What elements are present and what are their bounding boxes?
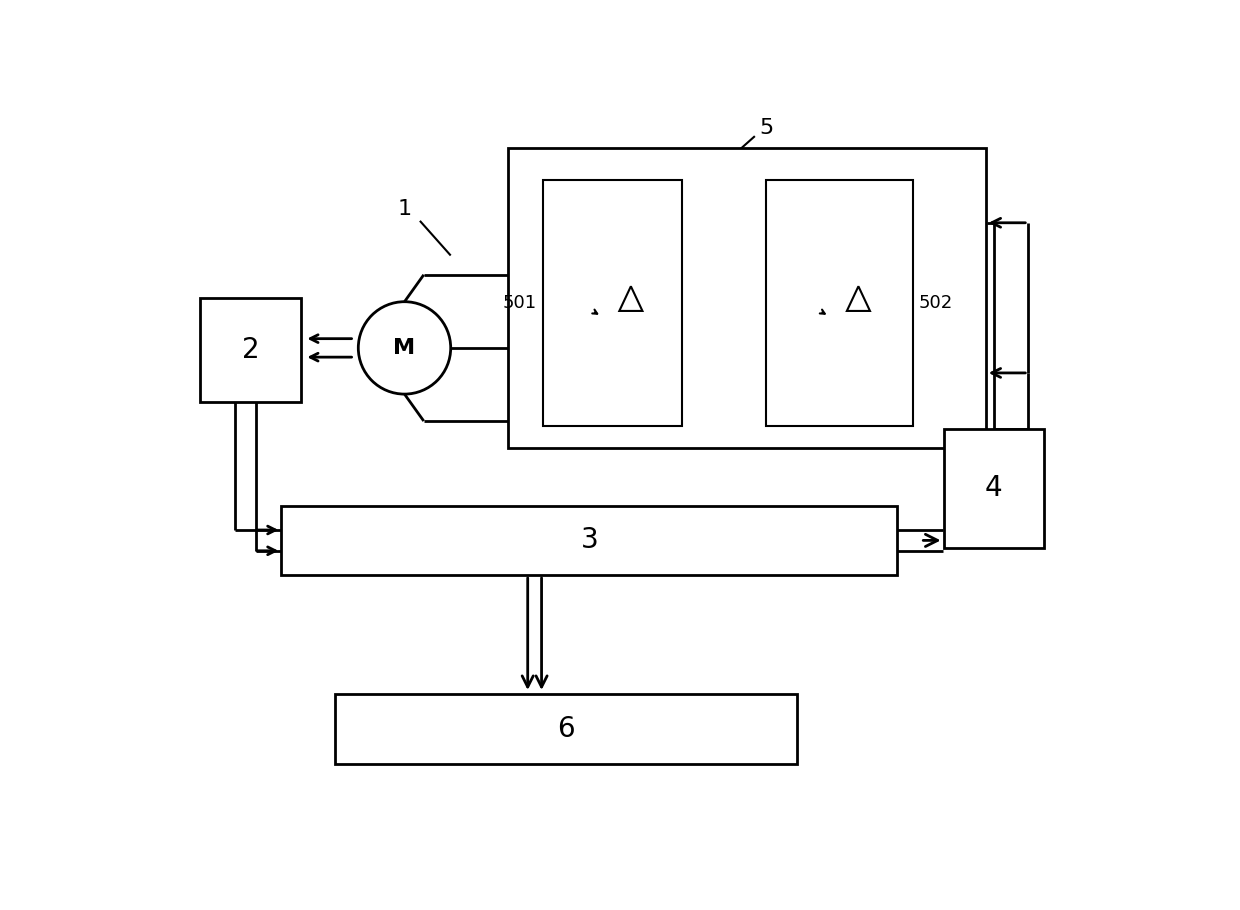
Text: 6: 6 bbox=[558, 715, 575, 743]
Bar bbox=[508, 147, 986, 448]
Text: 5: 5 bbox=[759, 118, 774, 138]
Bar bbox=[944, 429, 1044, 548]
Bar bbox=[543, 180, 682, 427]
Bar bbox=[335, 694, 797, 763]
Circle shape bbox=[358, 302, 450, 394]
Text: M: M bbox=[393, 338, 415, 358]
Text: 4: 4 bbox=[985, 474, 1002, 502]
Text: 502: 502 bbox=[919, 294, 954, 312]
Text: 2: 2 bbox=[242, 336, 259, 364]
Text: 1: 1 bbox=[398, 199, 412, 219]
Bar bbox=[766, 180, 913, 427]
Bar bbox=[281, 506, 898, 575]
Text: 501: 501 bbox=[502, 294, 537, 312]
Text: 3: 3 bbox=[580, 526, 598, 554]
Bar bbox=[201, 298, 300, 402]
